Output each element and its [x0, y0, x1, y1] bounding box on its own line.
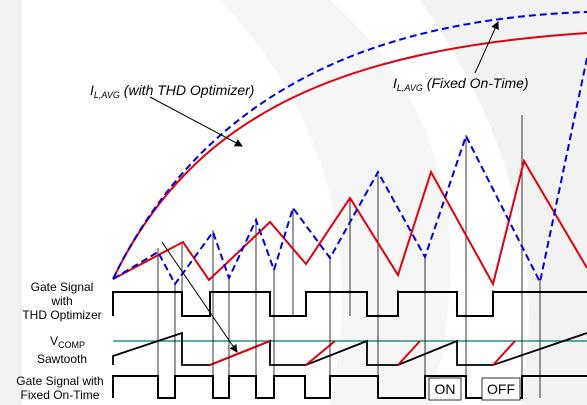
timing-cursor-lines	[157, 115, 541, 398]
vcomp-label: VCOMP	[50, 334, 85, 350]
sawtooth-label: Sawtooth	[37, 352, 87, 366]
inductor-current-thd-waveform	[112, 158, 587, 287]
thd-annotation-arrow	[149, 96, 243, 147]
on-label-box	[428, 377, 462, 401]
gate-thd-label-line1: Gate Signal	[31, 280, 94, 294]
gate-thd-label-line3: THD Optimizer	[22, 308, 101, 322]
sawtooth-annotation-arrow	[161, 241, 238, 353]
ilavg-fixed-on-time-curve	[112, 11, 587, 280]
fixed-on-time-label: IL,AVG (Fixed On-Time)	[393, 75, 529, 93]
thd-optimizer-label: IL,AVG (with THD Optimizer)	[90, 82, 254, 100]
off-label-box	[481, 377, 521, 401]
gate-fixed-label-line2: Fixed On-Time	[21, 388, 100, 402]
off-label: OFF	[487, 381, 515, 397]
row-labels: Gate Signal with THD Optimizer VCOMP Saw…	[16, 280, 103, 402]
gate-fixed-label-line1: Gate Signal with	[16, 374, 103, 388]
fixed-annotation-arrow	[474, 21, 499, 74]
inductor-current-fixed-waveform	[112, 57, 587, 286]
sawtooth-red-ramps	[209, 340, 516, 366]
on-label: ON	[435, 381, 456, 397]
gate-thd-label-line2: with	[50, 294, 72, 308]
